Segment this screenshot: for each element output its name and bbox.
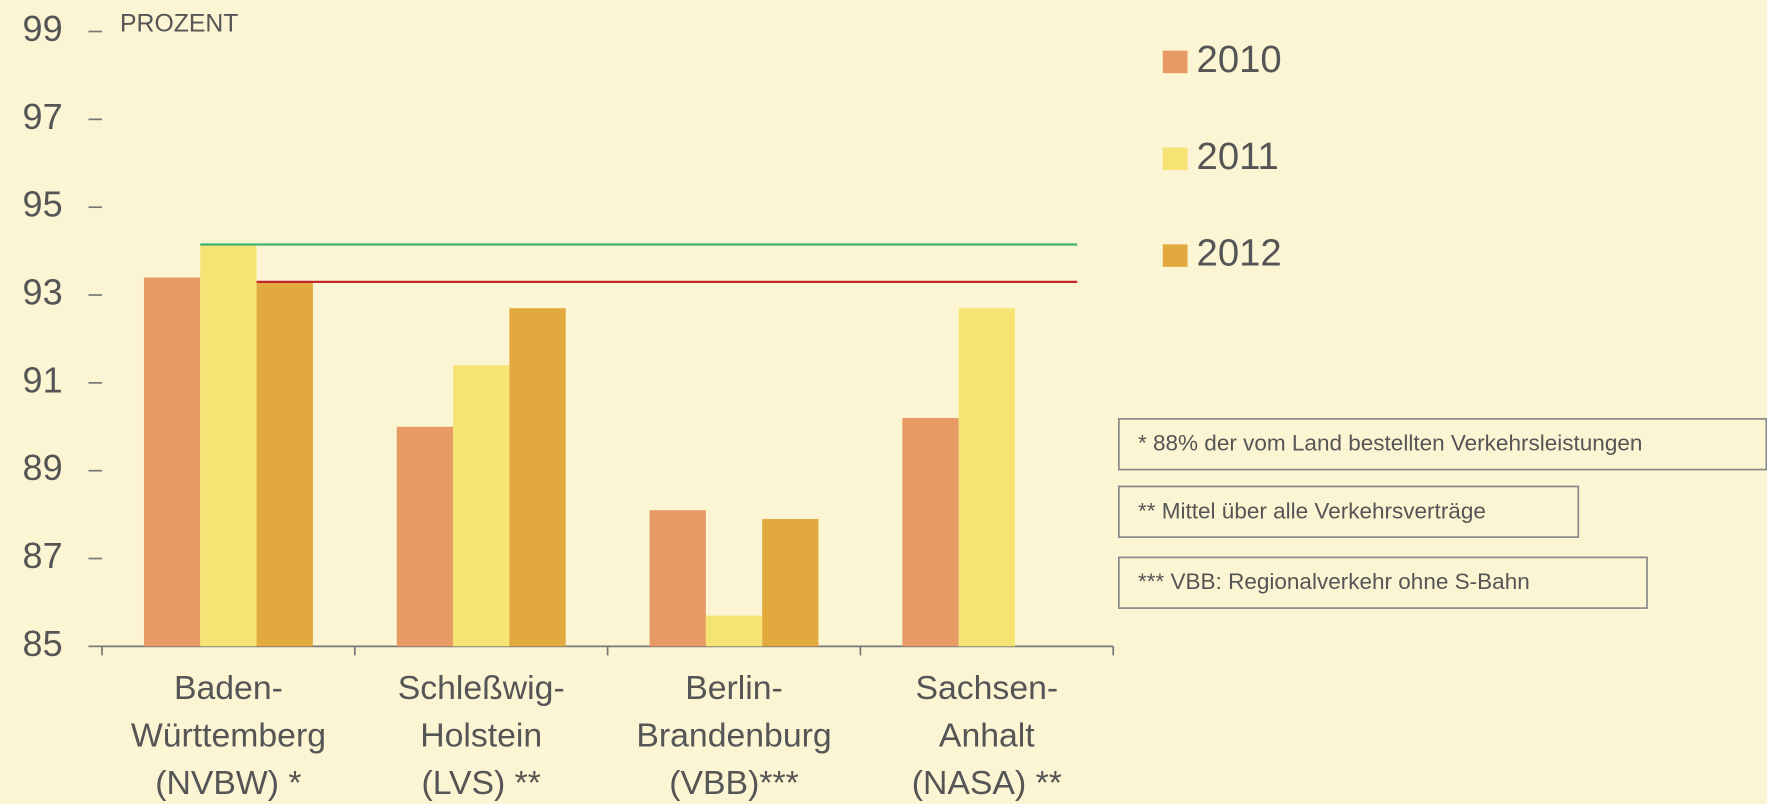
x-tick-label: Brandenburg [636,716,831,754]
y-axis-label: PROZENT [120,10,238,37]
bar [958,308,1015,647]
legend-label: 2010 [1197,38,1282,81]
x-tick-label: Schleßwig- [398,669,565,707]
y-tick-label: 91 [23,359,63,400]
legend-swatch [1162,50,1188,74]
note-box [1118,418,1767,471]
note: * 88% der vom Land bestellten Verkehrsle… [1138,431,1642,456]
x-tick-label: Berlin- [685,669,783,707]
legend-label: 2011 [1197,135,1279,178]
bar [143,277,201,647]
bar [762,518,819,647]
x-tick-label: (LVS) ** [421,764,540,802]
bar [453,365,510,647]
y-tick-label: 97 [23,96,63,137]
legend-swatch [1162,244,1188,267]
bar [902,417,959,647]
y-tick-label: 99 [23,8,63,49]
y-tick-label: 85 [23,623,63,664]
y-tick-label: 89 [23,447,63,488]
x-tick-label: Württemberg [131,716,326,754]
x-tick-label: (VBB)*** [669,764,798,802]
legend-label: 2012 [1197,232,1282,275]
x-tick-label: Anhalt [939,716,1035,754]
bar [509,308,566,647]
bar [396,426,454,647]
x-tick-label: Baden- [174,669,283,707]
y-tick-label: 95 [23,184,63,225]
bar [256,281,313,647]
note-box [1118,556,1648,609]
x-tick-label: Holstein [420,716,542,754]
legend-swatch [1162,147,1188,171]
bar [649,510,706,647]
note: *** VBB: Regionalverkehr ohne S-Bahn [1138,569,1530,594]
note: ** Mittel über alle Verkehrsverträge [1138,498,1486,523]
x-tick-label: (NVBW) * [155,764,301,802]
x-tick-label: (NASA) ** [912,764,1062,802]
x-tick-label: Sachsen- [915,669,1058,707]
bar [200,244,257,647]
bar [705,615,763,647]
y-tick-label: 87 [23,535,63,576]
y-tick-label: 93 [23,272,63,313]
note-box [1118,485,1580,538]
